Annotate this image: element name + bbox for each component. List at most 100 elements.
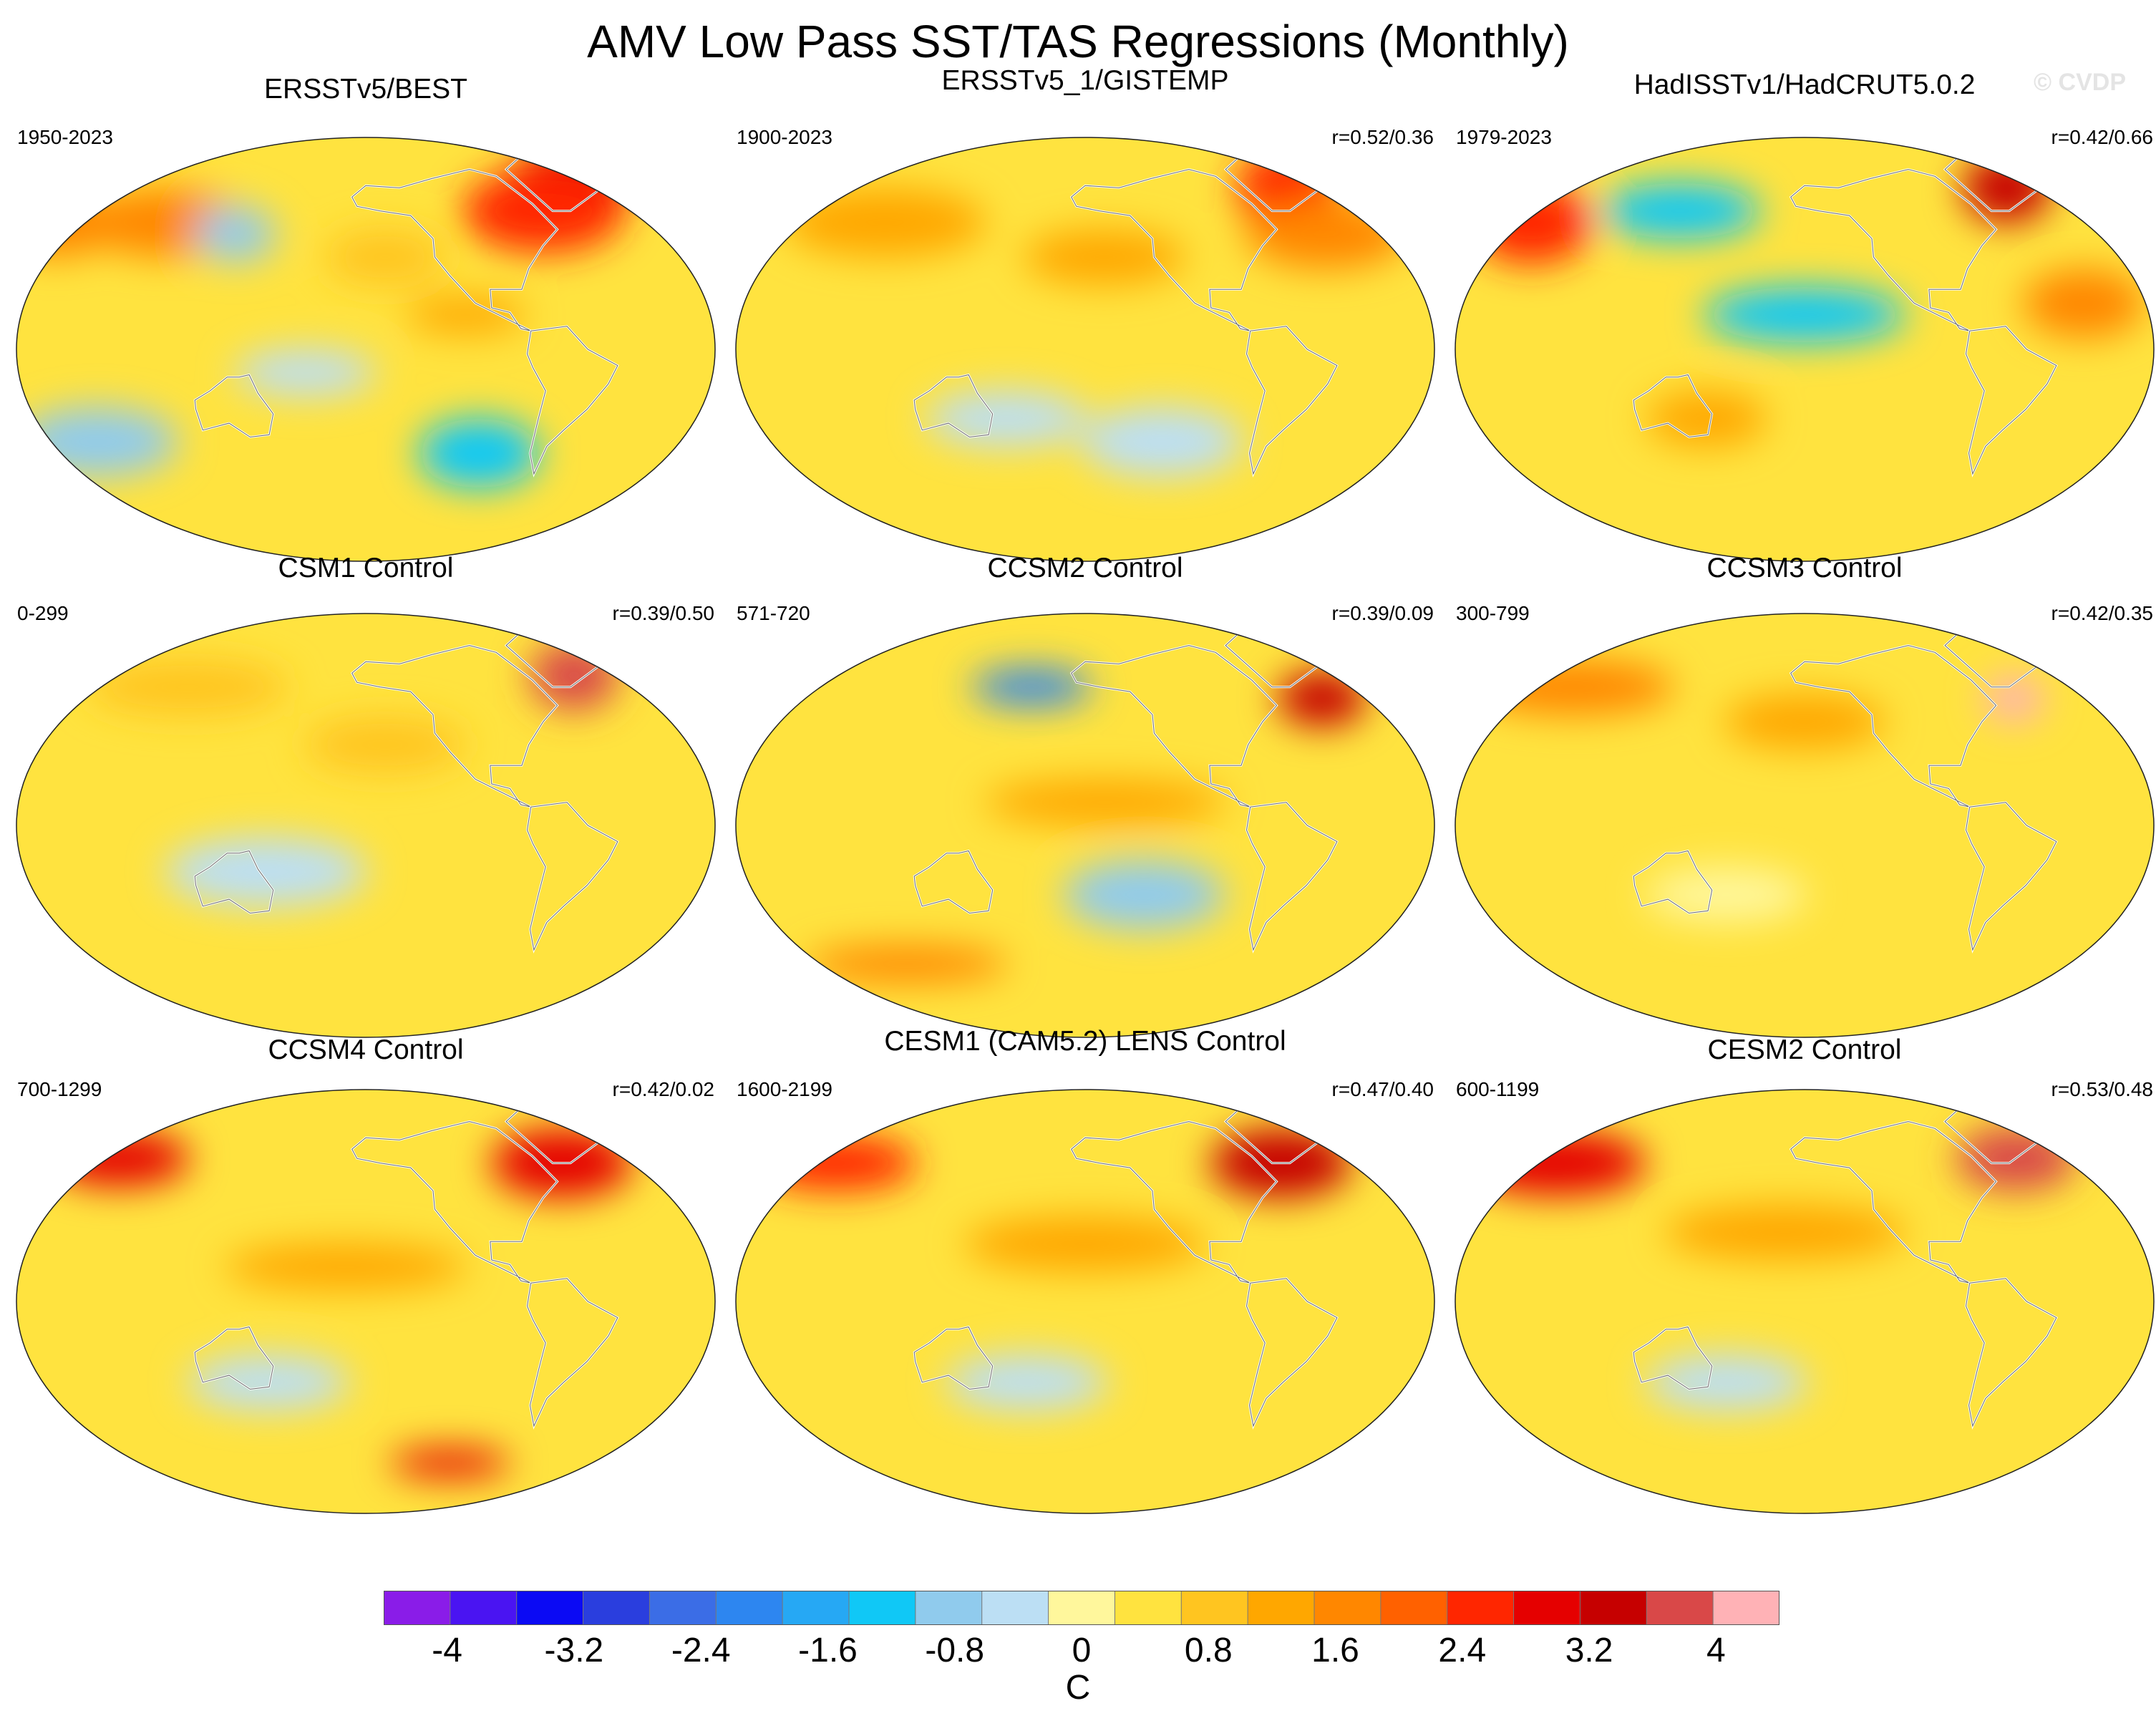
anomaly-feature (946, 1354, 1108, 1410)
cvdp-watermark: © CVDP (2034, 69, 2126, 96)
panel-years: 300-799 (1456, 602, 1530, 624)
coastline-inner (1071, 1121, 1278, 1284)
panel-pattern-correlation: r=0.39/0.50 (612, 602, 714, 624)
coastline-inner (194, 374, 274, 438)
panel-title: CESM1 (CAM5.2) LENS Control (884, 1026, 1286, 1057)
coastline-inner (1633, 1326, 1713, 1390)
colorbar-swatch (450, 1591, 518, 1625)
map-border (1455, 137, 2155, 562)
colorbar-swatch (1115, 1591, 1182, 1625)
coastline-inner (1071, 169, 1278, 331)
map-panel: CESM1 (CAM5.2) LENS Control 1600-2199 r=0.… (727, 995, 1444, 1514)
coastline-inner (1790, 645, 1997, 808)
regression-map (1455, 1089, 2155, 1514)
colorbar-tick-label: -4 (432, 1632, 462, 1669)
coastline-inner (351, 1121, 558, 1284)
coastline-inner (1790, 1121, 1997, 1284)
panel-years: 1900-2023 (737, 126, 832, 148)
panel-pattern-correlation: r=0.42/0.02 (612, 1078, 714, 1100)
anomaly-feature (1472, 659, 1674, 715)
colorbar-swatch (583, 1591, 650, 1625)
map-panel: HadISSTv1/HadCRUT5.0.2 1979-2023 r=0.42/0.… (1446, 43, 2156, 562)
map-border (735, 1089, 1435, 1514)
colorbar-swatch (649, 1591, 717, 1625)
regression-map (16, 1089, 716, 1514)
map-panel: CESM2 Control 600-1199 r=0.53/0.48 (1446, 995, 2156, 1514)
map-panel: CCSM3 Control 300-799 r=0.42/0.35 (1446, 519, 2156, 1038)
colorbar-units: C (1065, 1669, 1091, 1707)
figure-title: AMV Low Pass SST/TAS Regressions (Monthl… (587, 16, 1569, 67)
anomaly-feature (1645, 867, 1807, 923)
map-border (735, 137, 1435, 562)
regression-map (16, 613, 716, 1038)
panel-title: CSM1 Control (278, 553, 454, 583)
map-panel: ERSSTv5/BEST 1950-2023 (7, 43, 724, 562)
colorbar-tick-label: 1.6 (1311, 1632, 1359, 1669)
colorbar-tick-label: 0.8 (1184, 1632, 1233, 1669)
anomaly-feature (529, 641, 618, 710)
anomaly-feature (195, 206, 276, 262)
coastline-inner (1965, 1278, 2057, 1427)
colorbar-frame (384, 1591, 1779, 1625)
colorbar-swatch (782, 1591, 850, 1625)
anomaly-feature (1464, 1130, 1646, 1196)
colorbar-swatch (516, 1591, 584, 1625)
colorbar-swatch (1181, 1591, 1248, 1625)
colorbar-swatch (981, 1591, 1049, 1625)
anomaly-feature (48, 1130, 190, 1186)
panel-title: CCSM3 Control (1706, 553, 1903, 583)
anomaly-feature (1704, 286, 1905, 343)
panel-title: CCSM4 Control (268, 1034, 464, 1065)
coastline-inner (526, 802, 618, 951)
colorbar-swatch (1646, 1591, 1714, 1625)
coastline-inner (1071, 645, 1278, 808)
coastline-inner (526, 326, 618, 475)
colorbar-swatch (1248, 1591, 1315, 1625)
coastline-inner (1633, 850, 1713, 914)
colorbar-swatch (716, 1591, 783, 1625)
coastline-inner (1245, 802, 1338, 951)
coastline-inner (194, 850, 274, 914)
panel-pattern-correlation: r=0.39/0.09 (1331, 602, 1434, 624)
panel-years: 600-1199 (1456, 1078, 1540, 1100)
map-border (1455, 613, 2155, 1038)
coastline-inner (913, 850, 994, 914)
anomaly-feature (324, 229, 446, 285)
panel-years: 1950-2023 (17, 126, 113, 148)
regression-map (1455, 137, 2155, 562)
regression-map (735, 613, 1435, 1038)
anomaly-feature (2023, 268, 2145, 338)
anomaly-feature (304, 717, 466, 772)
anomaly-feature (1962, 153, 2051, 223)
anomaly-feature (963, 1216, 1207, 1272)
anomaly-feature (1599, 183, 1761, 239)
anomaly-feature (806, 945, 1009, 983)
coastline-inner (1965, 802, 2057, 951)
map-border (16, 1089, 716, 1514)
anomaly-feature (971, 668, 1092, 706)
map-border (16, 137, 716, 562)
colorbar-tick-label: 2.4 (1438, 1632, 1487, 1669)
anomaly-feature (784, 188, 986, 258)
panel-title: ERSSTv5_1/GISTEMP (941, 65, 1229, 96)
panel-pattern-correlation: r=0.42/0.35 (2051, 602, 2153, 624)
panel-title: ERSSTv5/BEST (264, 74, 467, 105)
panel-pattern-correlation: r=0.53/0.48 (2051, 1078, 2153, 1100)
panel-years: 1600-2199 (737, 1078, 832, 1100)
regression-map (16, 137, 716, 562)
anomaly-feature (1724, 694, 1885, 750)
regression-map (1455, 613, 2155, 1038)
colorbar-swatch (384, 1591, 451, 1625)
panel-years: 700-1299 (17, 1078, 102, 1100)
colorbar-swatch (1580, 1591, 1647, 1625)
coastline-inner (1245, 1278, 1338, 1427)
anomaly-feature (1646, 391, 1767, 447)
panel-pattern-correlation: r=0.42/0.66 (2051, 126, 2153, 148)
coastline-inner (913, 374, 994, 438)
map-border (735, 613, 1435, 1038)
colorbar-swatch (915, 1591, 983, 1625)
colorbar-swatch (1314, 1591, 1382, 1625)
anomaly-feature (1646, 1354, 1808, 1410)
panel-title: HadISSTv1/HadCRUT5.0.2 (1633, 69, 1976, 100)
